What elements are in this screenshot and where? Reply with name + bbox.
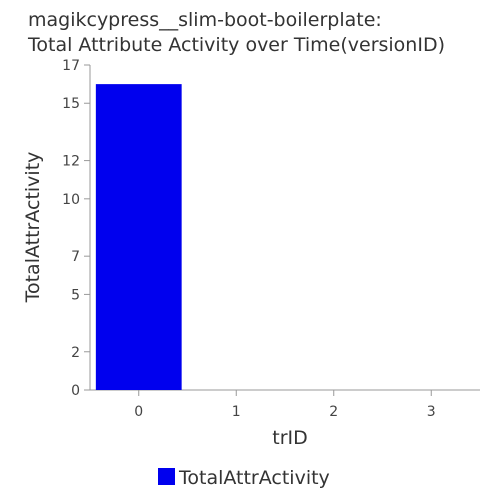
bar bbox=[95, 84, 182, 390]
chart-title-line-1: magikcypress__slim-boot-boilerplate: bbox=[28, 9, 382, 31]
x-tick-label: 0 bbox=[134, 404, 143, 420]
y-tick-label: 17 bbox=[62, 58, 80, 74]
legend-swatch bbox=[158, 468, 175, 485]
x-tick-label: 1 bbox=[232, 404, 241, 420]
x-tick-label: 2 bbox=[329, 404, 338, 420]
chart-title: magikcypress__slim-boot-boilerplate: Tot… bbox=[28, 8, 445, 58]
y-tick-label: 2 bbox=[71, 345, 80, 361]
y-tick-label: 10 bbox=[62, 192, 80, 208]
x-tick-label: 3 bbox=[427, 404, 436, 420]
y-axis-label: TotalAttrActivity bbox=[22, 152, 44, 304]
y-tick-label: 12 bbox=[62, 154, 80, 170]
legend-label: TotalAttrActivity bbox=[178, 467, 330, 489]
y-tick-label: 5 bbox=[71, 287, 80, 303]
x-axis-label: trID bbox=[272, 427, 308, 449]
legend: TotalAttrActivity bbox=[158, 467, 330, 489]
bars bbox=[95, 84, 182, 390]
y-tick-label: 15 bbox=[62, 96, 80, 112]
chart-title-line-2: Total Attribute Activity over Time(versi… bbox=[28, 34, 445, 56]
y-tick-label: 0 bbox=[71, 383, 80, 399]
y-tick-label: 7 bbox=[71, 249, 80, 265]
